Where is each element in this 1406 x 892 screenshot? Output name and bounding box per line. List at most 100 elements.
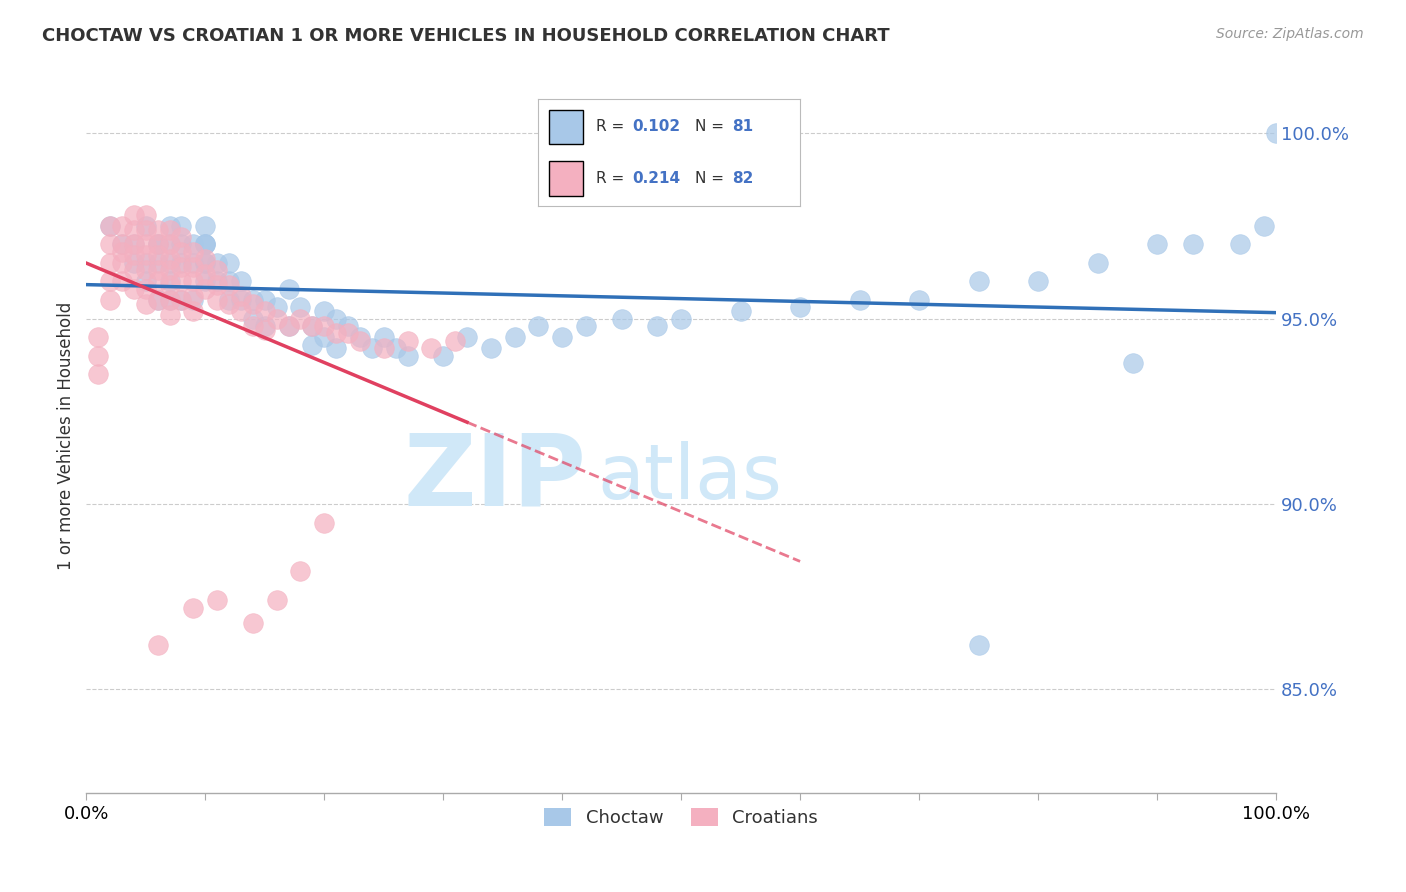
Point	[266, 311, 288, 326]
Point	[135, 208, 157, 222]
Point	[170, 244, 193, 259]
Point	[111, 275, 134, 289]
Point	[290, 311, 312, 326]
Point	[527, 318, 550, 333]
Point	[170, 275, 193, 289]
Point	[194, 252, 217, 267]
Point	[146, 237, 169, 252]
Point	[349, 334, 371, 348]
Point	[503, 330, 526, 344]
Point	[194, 275, 217, 289]
Point	[384, 341, 406, 355]
Point	[135, 282, 157, 296]
Point	[159, 293, 181, 307]
Point	[229, 275, 252, 289]
Point	[229, 304, 252, 318]
Point	[253, 304, 276, 318]
Point	[205, 593, 228, 607]
Point	[159, 308, 181, 322]
Point	[277, 318, 299, 333]
Point	[98, 256, 121, 270]
Point	[290, 301, 312, 315]
Point	[135, 296, 157, 310]
Point	[337, 318, 360, 333]
Point	[1265, 126, 1288, 140]
Point	[159, 237, 181, 252]
Point	[229, 293, 252, 307]
Point	[253, 318, 276, 333]
Point	[420, 341, 443, 355]
Point	[314, 330, 336, 344]
Point	[349, 330, 371, 344]
Point	[159, 222, 181, 236]
Point	[373, 330, 395, 344]
Point	[242, 293, 264, 307]
Point	[360, 341, 382, 355]
Point	[87, 367, 110, 381]
Point	[146, 256, 169, 270]
Point	[396, 334, 419, 348]
Point	[325, 311, 347, 326]
Point	[111, 237, 134, 252]
Point	[1122, 356, 1144, 370]
Point	[848, 293, 870, 307]
Point	[456, 330, 478, 344]
Point	[314, 318, 336, 333]
Point	[194, 237, 217, 252]
Point	[1181, 237, 1204, 252]
Point	[610, 311, 633, 326]
Point	[122, 208, 145, 222]
Point	[122, 237, 145, 252]
Point	[135, 237, 157, 252]
Point	[183, 260, 205, 274]
Point	[122, 237, 145, 252]
Point	[253, 293, 276, 307]
Point	[135, 275, 157, 289]
Point	[111, 237, 134, 252]
Point	[170, 293, 193, 307]
Point	[205, 256, 228, 270]
Point	[205, 275, 228, 289]
Point	[479, 341, 502, 355]
Point	[183, 256, 205, 270]
Point	[159, 252, 181, 267]
Text: atlas: atlas	[598, 442, 783, 516]
Point	[1087, 256, 1109, 270]
Point	[183, 275, 205, 289]
Legend: Choctaw, Croatians: Choctaw, Croatians	[537, 801, 825, 834]
Point	[183, 304, 205, 318]
Point	[111, 244, 134, 259]
Point	[194, 237, 217, 252]
Point	[277, 318, 299, 333]
Point	[146, 248, 169, 262]
Point	[111, 256, 134, 270]
Point	[146, 237, 169, 252]
Point	[98, 219, 121, 233]
Point	[242, 296, 264, 310]
Point	[146, 222, 169, 236]
Point	[669, 311, 692, 326]
Point	[87, 330, 110, 344]
Point	[444, 334, 467, 348]
Point	[170, 219, 193, 233]
Point	[1229, 237, 1251, 252]
Point	[242, 615, 264, 630]
Point	[194, 256, 217, 270]
Point	[170, 230, 193, 244]
Point	[242, 311, 264, 326]
Point	[432, 349, 454, 363]
Point	[122, 222, 145, 236]
Point	[205, 293, 228, 307]
Point	[183, 293, 205, 307]
Point	[122, 256, 145, 270]
Point	[146, 293, 169, 307]
Point	[98, 237, 121, 252]
Point	[266, 301, 288, 315]
Point	[111, 219, 134, 233]
Point	[146, 638, 169, 652]
Point	[159, 219, 181, 233]
Point	[159, 237, 181, 252]
Point	[135, 256, 157, 270]
Point	[183, 600, 205, 615]
Point	[87, 349, 110, 363]
